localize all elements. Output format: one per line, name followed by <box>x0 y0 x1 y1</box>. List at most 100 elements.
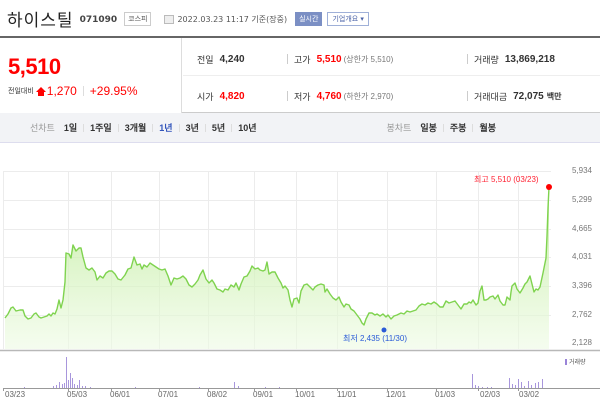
divider <box>287 91 288 101</box>
period-1d[interactable]: 1일 <box>63 123 78 133</box>
x-tick: 05/03 <box>67 390 88 399</box>
x-tick: 03/23 <box>5 390 26 399</box>
line-chart-label: 선차트 <box>30 123 55 133</box>
stock-code: 071090 <box>79 15 118 25</box>
timestamp: 2022.03.23 11:17 기준(장중) <box>177 15 288 24</box>
change-percent: +29.95% <box>89 84 138 98</box>
stat-value: 4,820 <box>219 90 245 102</box>
stat-value: 5,510 <box>316 53 342 65</box>
period-10y[interactable]: 10년 <box>238 123 257 133</box>
period-1y[interactable]: 1년 <box>159 123 173 133</box>
high-marker <box>546 184 552 190</box>
period-daily[interactable]: 일봉 <box>420 123 437 133</box>
y-tick: 2,762 <box>571 310 592 319</box>
annotation-label: 최고 <box>474 175 489 184</box>
divider <box>472 123 474 132</box>
clock-calendar-icon <box>164 15 175 24</box>
x-tick: 08/02 <box>207 390 228 399</box>
stat-value: 4,760 <box>316 90 342 102</box>
period-5y[interactable]: 5년 <box>211 123 226 133</box>
company-info-dropdown[interactable]: 기업개요 ▾ <box>327 12 369 26</box>
annotation-label: 최저 <box>343 334 358 343</box>
y-tick: 5,299 <box>571 195 592 204</box>
stat-high: 고가 5,510 (상한가 5,510) <box>287 52 393 66</box>
period-weekly[interactable]: 주봉 <box>449 123 467 133</box>
stat-value: 4,240 <box>219 53 245 65</box>
period-monthly[interactable]: 월봉 <box>479 123 497 133</box>
y-tick: 3,396 <box>571 281 592 290</box>
change-label: 전일대비 <box>8 88 34 95</box>
divider <box>467 91 468 101</box>
stat-label: 시가 <box>197 91 214 102</box>
up-arrow-icon <box>35 86 46 96</box>
divider <box>204 123 206 132</box>
y-tick: 5,934 <box>571 166 592 175</box>
stat-turnover: 거래대금 72,075 백만 <box>467 89 561 103</box>
period-1w[interactable]: 1주일 <box>90 123 112 133</box>
candle-chart-periods: 봉차트 일봉 주봉 월봉 <box>386 121 496 134</box>
period-3m[interactable]: 3개월 <box>124 123 147 133</box>
stat-low: 저가 4,760 (하한가 2,970) <box>287 89 393 103</box>
high-annotation: 최고 5,510 (03/23) <box>474 174 539 185</box>
stat-label: 거래량 <box>474 54 499 65</box>
x-tick: 06/01 <box>110 390 131 399</box>
x-tick: 12/01 <box>386 390 407 399</box>
divider <box>287 54 288 64</box>
price-line <box>4 186 550 326</box>
stat-open: 시가 4,820 <box>197 89 245 103</box>
candle-chart-label: 봉차트 <box>386 123 412 133</box>
divider <box>152 123 154 132</box>
x-tick: 11/01 <box>337 390 357 399</box>
current-price-box: 5,510 전일대비 1,270 +29.95% <box>0 38 182 113</box>
realtime-button[interactable]: 실시간 <box>295 12 323 26</box>
stat-volume: 거래량 13,869,218 <box>467 52 555 66</box>
stat-prev-close: 전일 4,240 <box>197 52 245 66</box>
divider <box>83 123 85 132</box>
volume-legend: 거래량 <box>565 357 586 366</box>
annotation-value: 2,435 <box>359 334 380 343</box>
current-price: 5,510 <box>8 54 61 79</box>
change-row: 전일대비 1,270 +29.95% <box>8 84 138 98</box>
upper-limit: (상한가 5,510) <box>343 54 394 64</box>
x-tick: 09/01 <box>253 390 274 399</box>
stat-label: 거래대금 <box>474 91 508 102</box>
stat-label: 전일 <box>197 54 214 65</box>
stat-label: 고가 <box>294 54 311 65</box>
change-amount: 1,270 <box>46 84 77 98</box>
y-tick: 4,031 <box>571 252 592 261</box>
x-tick: 03/02 <box>519 390 540 399</box>
chart-period-bar: 선차트 1일 1주일 3개월 1년 3년 5년 10년 봉차트 일봉 주봉 월봉 <box>0 113 600 143</box>
stock-name: 하이스틸 <box>7 10 74 31</box>
price-stats: 전일 4,240 시가 4,820 고가 5,510 (상한가 5,510) 저… <box>183 38 600 113</box>
low-marker <box>381 327 387 333</box>
stat-unit: 백만 <box>546 91 562 101</box>
divider <box>82 86 84 96</box>
divider <box>117 123 119 132</box>
market-badge: 코스피 <box>124 12 152 26</box>
divider <box>231 123 233 132</box>
volume-bars <box>24 357 543 388</box>
price-summary: 5,510 전일대비 1,270 +29.95% 전일 4,240 시가 4,8… <box>0 36 600 113</box>
x-tick: 07/01 <box>158 390 179 399</box>
annotation-date: (11/30) <box>382 334 407 343</box>
low-annotation: 최저 2,435 (11/30) <box>343 333 407 344</box>
row-divider <box>183 75 600 76</box>
annotation-date: (03/23) <box>513 175 539 184</box>
stat-value: 72,075 <box>513 90 544 102</box>
stock-header: 하이스틸 071090 코스피 2022.03.23 11:17 기준(장중) … <box>0 0 600 36</box>
period-3y[interactable]: 3년 <box>185 123 199 133</box>
lower-limit: (하한가 2,970) <box>343 91 394 101</box>
divider <box>178 123 180 132</box>
line-chart-periods: 선차트 1일 1주일 3개월 1년 3년 5년 10년 <box>30 121 256 134</box>
x-tick: 02/03 <box>480 390 501 399</box>
annotation-value: 5,510 <box>490 175 511 184</box>
stat-value: 13,869,218 <box>504 53 555 65</box>
y-tick: 4,665 <box>571 224 592 233</box>
x-tick: 01/03 <box>435 390 456 399</box>
legend-label: 거래량 <box>569 359 586 366</box>
price-area <box>5 187 549 349</box>
divider <box>442 123 444 132</box>
volume-swatch-icon <box>565 358 567 365</box>
stat-label: 저가 <box>294 91 311 102</box>
